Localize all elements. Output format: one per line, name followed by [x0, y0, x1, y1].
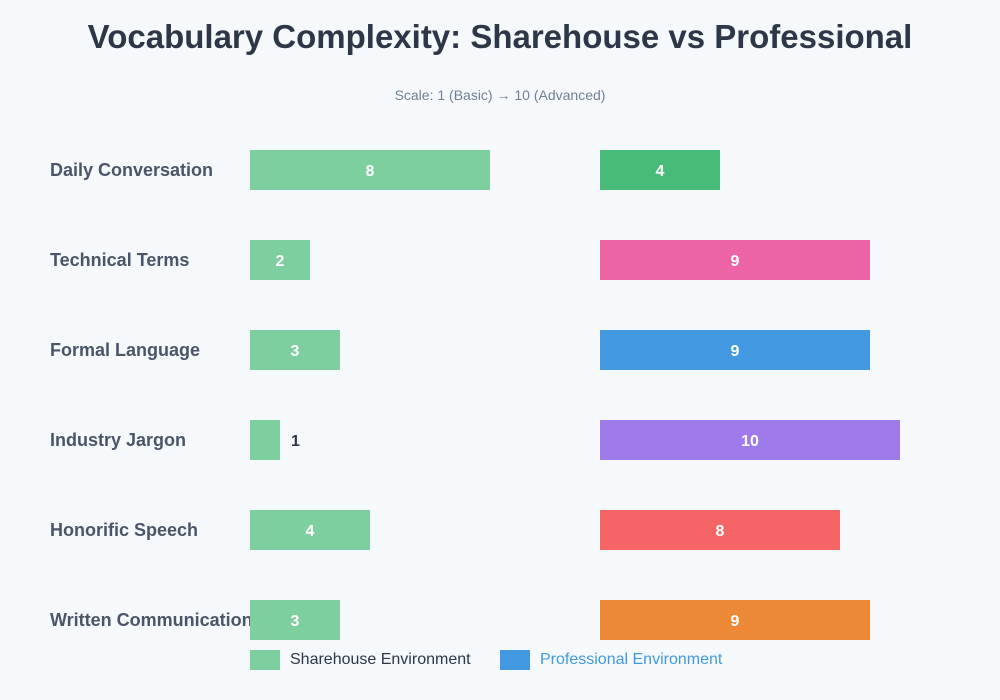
category-label: Written Communication — [50, 610, 253, 630]
data-label: 9 — [731, 343, 740, 360]
bar-professional — [600, 600, 870, 640]
data-label: 2 — [276, 253, 285, 270]
legend-item-professional[interactable]: Professional Environment — [500, 650, 722, 670]
data-label: 1 — [291, 433, 300, 450]
data-label: 9 — [731, 253, 740, 270]
legend-label-professional: Professional Environment — [540, 651, 723, 668]
data-label: 9 — [731, 613, 740, 630]
category-label: Industry Jargon — [50, 430, 186, 450]
bar-professional — [600, 330, 870, 370]
category-label: Daily Conversation — [50, 160, 213, 180]
data-label: 10 — [741, 433, 759, 450]
data-label: 3 — [291, 613, 300, 630]
bar-professional — [600, 240, 870, 280]
bar-sharehouse — [250, 240, 310, 280]
data-label: 8 — [716, 523, 725, 540]
data-label: 8 — [366, 163, 375, 180]
legend-swatch-professional — [500, 650, 530, 670]
legend-swatch-sharehouse — [250, 650, 280, 670]
data-label: 3 — [291, 343, 300, 360]
category-label: Formal Language — [50, 340, 200, 360]
chart-subtitle: Scale: 1 (Basic) → 10 (Advanced) — [394, 87, 606, 103]
bar-professional — [600, 420, 900, 460]
bar-sharehouse — [250, 150, 490, 190]
bar-sharehouse — [250, 420, 280, 460]
category-label: Honorific Speech — [50, 520, 198, 540]
chart-title: Vocabulary Complexity: Sharehouse vs Pro… — [87, 18, 913, 55]
data-label: 4 — [306, 523, 315, 540]
bar-sharehouse — [250, 510, 370, 550]
legend-label-sharehouse: Sharehouse Environment — [290, 651, 471, 668]
bar-professional — [600, 150, 720, 190]
bar-sharehouse — [250, 330, 340, 370]
category-label: Technical Terms — [50, 250, 189, 270]
bar-professional — [600, 510, 840, 550]
legend-item-sharehouse[interactable]: Sharehouse Environment — [250, 650, 471, 670]
bar-sharehouse — [250, 600, 340, 640]
data-label: 4 — [656, 163, 665, 180]
